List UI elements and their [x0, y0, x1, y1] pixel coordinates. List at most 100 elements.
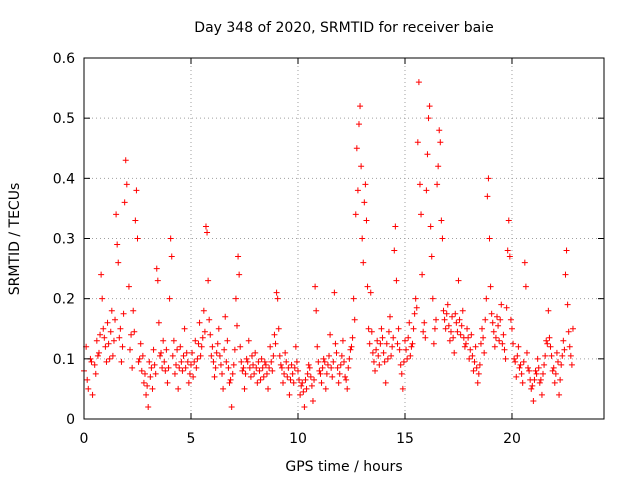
- data-point: [260, 373, 267, 380]
- data-point: [266, 364, 273, 371]
- x-tick-label: 20: [503, 431, 521, 447]
- data-point: [408, 343, 415, 350]
- data-point: [348, 343, 355, 350]
- chart-title: Day 348 of 2020, SRMTID for receiver bai…: [194, 20, 493, 36]
- data-point: [320, 355, 327, 362]
- data-point: [476, 361, 483, 368]
- data-point: [262, 361, 269, 368]
- data-point: [149, 385, 156, 392]
- data-point: [474, 379, 481, 386]
- data-point: [548, 352, 555, 359]
- data-point: [145, 403, 152, 410]
- data-point: [351, 316, 358, 323]
- data-point: [387, 313, 394, 320]
- data-point: [350, 295, 357, 302]
- data-point: [563, 247, 570, 254]
- data-point: [357, 103, 364, 110]
- data-point: [242, 370, 249, 377]
- data-point: [353, 145, 360, 152]
- data-point: [318, 379, 325, 386]
- data-point: [253, 364, 260, 371]
- data-point: [422, 334, 429, 341]
- data-point: [226, 379, 233, 386]
- data-point: [150, 346, 157, 353]
- data-point: [132, 217, 139, 224]
- data-point: [346, 355, 353, 362]
- data-point: [487, 283, 494, 290]
- data-point: [168, 253, 175, 260]
- data-point: [250, 361, 257, 368]
- data-point: [329, 373, 336, 380]
- data-point: [519, 379, 526, 386]
- data-point: [404, 355, 411, 362]
- data-point: [341, 358, 347, 365]
- data-point: [499, 340, 506, 347]
- data-point: [238, 358, 245, 365]
- data-point: [163, 346, 170, 353]
- data-point: [452, 310, 459, 317]
- data-point: [488, 310, 495, 317]
- data-point: [520, 358, 527, 365]
- data-point: [450, 334, 457, 341]
- data-point: [324, 361, 331, 368]
- data-point: [365, 325, 372, 332]
- data-point: [338, 352, 345, 359]
- data-point: [321, 358, 328, 365]
- data-point: [374, 337, 381, 344]
- data-point: [255, 358, 262, 365]
- data-point: [165, 364, 172, 371]
- data-point: [101, 334, 108, 341]
- data-point: [147, 373, 154, 380]
- data-point: [91, 361, 98, 368]
- data-point: [160, 337, 167, 344]
- y-tick-label: 0.2: [53, 292, 75, 308]
- data-point: [381, 358, 388, 365]
- data-point: [247, 373, 254, 380]
- data-point: [464, 325, 471, 332]
- data-point: [102, 343, 109, 350]
- data-point: [316, 367, 323, 374]
- data-point: [358, 163, 365, 170]
- data-point: [414, 139, 421, 146]
- data-point: [565, 328, 572, 335]
- data-point: [141, 370, 148, 377]
- data-point: [497, 316, 504, 323]
- data-point: [393, 277, 400, 284]
- data-point: [201, 328, 208, 335]
- data-point: [495, 322, 502, 329]
- data-point: [459, 307, 466, 314]
- data-point: [556, 391, 563, 398]
- data-point: [166, 295, 173, 302]
- data-point: [261, 358, 268, 365]
- data-point: [347, 346, 354, 353]
- data-point: [467, 346, 474, 353]
- data-point: [221, 346, 228, 353]
- data-point: [428, 253, 435, 260]
- data-point: [220, 385, 227, 392]
- data-point: [416, 181, 423, 188]
- data-point: [228, 403, 235, 410]
- data-point: [198, 343, 205, 350]
- data-point: [541, 361, 548, 368]
- data-point: [119, 343, 126, 350]
- data-point: [437, 139, 444, 146]
- data-point: [546, 334, 553, 341]
- data-point: [100, 325, 107, 332]
- data-point: [104, 319, 111, 326]
- data-point: [115, 259, 122, 266]
- data-point: [219, 370, 226, 377]
- data-point: [128, 331, 135, 338]
- data-point: [569, 325, 576, 332]
- data-point: [337, 361, 344, 368]
- data-point: [232, 295, 239, 302]
- data-point: [426, 103, 433, 110]
- data-point: [335, 379, 342, 386]
- data-point: [322, 385, 329, 392]
- data-point: [323, 370, 330, 377]
- data-point: [486, 235, 493, 242]
- data-point: [301, 403, 308, 410]
- data-point: [344, 385, 351, 392]
- data-point: [92, 370, 99, 377]
- data-point: [282, 349, 289, 356]
- data-point: [377, 340, 384, 347]
